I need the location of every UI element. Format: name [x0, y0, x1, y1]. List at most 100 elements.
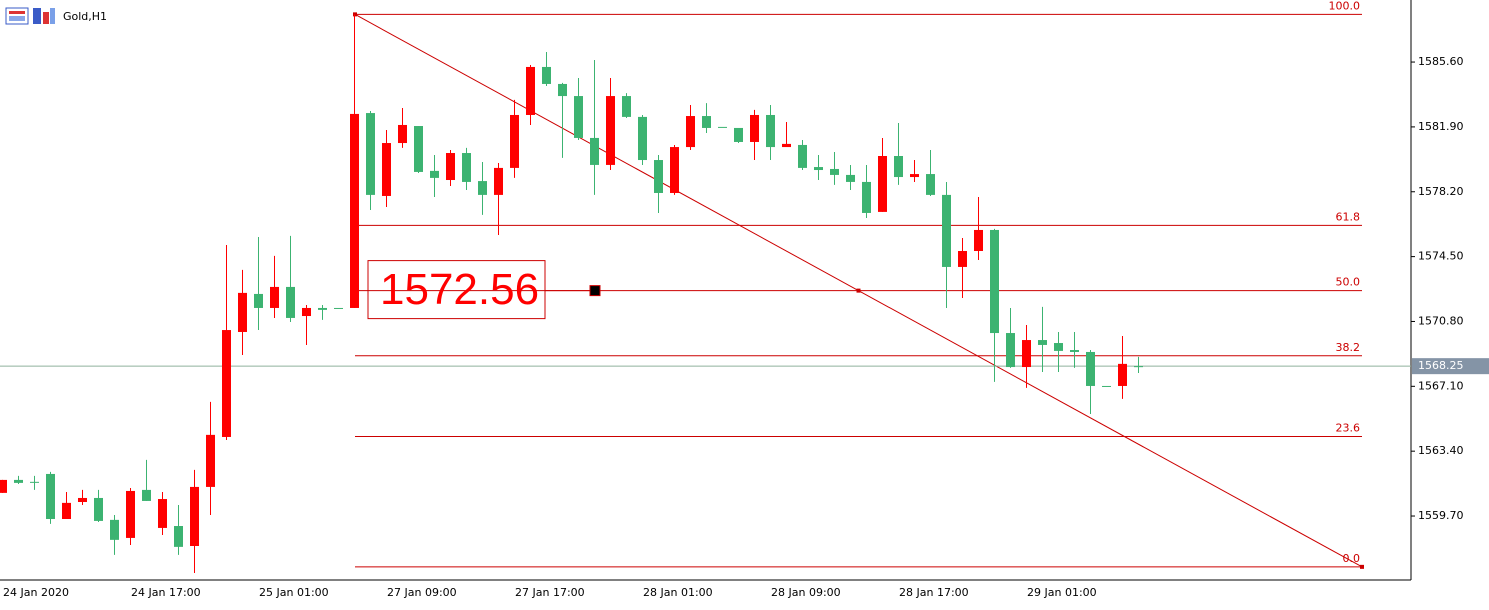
fib-anchor — [1360, 564, 1364, 569]
candle-body — [174, 526, 183, 547]
candle-body — [0, 479, 7, 493]
header-icons — [5, 7, 55, 25]
candle-body — [1134, 366, 1143, 368]
candle-body — [958, 251, 967, 267]
candle-body — [638, 116, 647, 161]
fib-anchor — [856, 288, 861, 293]
candle-body — [398, 124, 407, 144]
candle-body — [1022, 340, 1031, 368]
candle-body — [718, 126, 727, 128]
fib-level-label: 50.0 — [1336, 276, 1361, 289]
fib-level-label: 100.0 — [1329, 0, 1361, 12]
candle-body — [558, 83, 567, 97]
candle-body — [126, 490, 135, 538]
y-tick-label: 1578.20 — [1418, 185, 1464, 198]
candle-body — [206, 434, 215, 487]
candle-body — [622, 96, 631, 117]
candle-body — [190, 486, 199, 546]
candle-body — [750, 114, 759, 142]
candle-body — [526, 66, 535, 115]
candle-body — [350, 113, 359, 308]
candle-body — [926, 174, 935, 195]
price-label-marker — [589, 285, 601, 297]
candle-body — [254, 293, 263, 308]
icon-part — [9, 11, 25, 14]
price-label-box — [367, 260, 546, 320]
candle-body — [382, 143, 391, 196]
y-tick-label: 1563.40 — [1418, 444, 1464, 457]
x-tick-label: 28 Jan 09:00 — [771, 586, 841, 599]
icon-part — [9, 16, 25, 21]
candle-body — [766, 114, 775, 148]
icon-part — [50, 8, 55, 24]
candle-body — [590, 137, 599, 165]
y-tick-label: 1570.80 — [1418, 314, 1464, 327]
candle-body — [1102, 385, 1111, 387]
y-tick-label: 1567.10 — [1418, 379, 1464, 392]
icon — [33, 8, 41, 24]
price-label: 1572.56 — [380, 265, 539, 314]
x-tick-label: 25 Jan 01:00 — [259, 586, 329, 599]
y-tick-label: 1574.50 — [1418, 250, 1464, 263]
candle-body — [1118, 363, 1127, 386]
y-tick-label: 1585.60 — [1418, 55, 1464, 68]
candle-body — [878, 155, 887, 212]
candle-body — [318, 307, 327, 310]
current-price-label: 1568.25 — [1418, 359, 1464, 372]
candle-body — [910, 174, 919, 178]
candle-body — [286, 286, 295, 318]
candle-body — [238, 292, 247, 332]
chart-title: Gold,H1 — [63, 10, 107, 23]
x-tick-label: 27 Jan 17:00 — [515, 586, 585, 599]
candle-body — [46, 473, 55, 520]
candle-body — [1054, 343, 1063, 351]
candle-body — [830, 168, 839, 175]
candle-body — [334, 307, 343, 309]
fib-level-label: 38.2 — [1336, 341, 1361, 354]
candle-body — [1070, 350, 1079, 352]
candle-body — [862, 181, 871, 213]
candle-body — [494, 167, 503, 195]
candle-body — [846, 174, 855, 182]
fib-level-label: 23.6 — [1336, 421, 1361, 434]
candle-body — [654, 160, 663, 193]
candle-body — [942, 194, 951, 267]
candle-body — [142, 489, 151, 501]
candle-body — [110, 519, 119, 540]
candle-body — [446, 153, 455, 181]
x-tick-label: 27 Jan 09:00 — [387, 586, 457, 599]
candle-body — [798, 144, 807, 168]
candle-body — [686, 116, 695, 148]
fib-level-label: 0.0 — [1343, 552, 1361, 565]
candle-body — [702, 116, 711, 128]
current-price-tag — [1412, 358, 1489, 375]
candle-body — [606, 96, 615, 165]
candle-body — [478, 181, 487, 195]
candle-body — [670, 147, 679, 193]
candle-body — [366, 113, 375, 195]
candle-body — [782, 143, 791, 148]
candle-body — [430, 170, 439, 178]
x-tick-label: 24 Jan 2020 — [3, 586, 69, 599]
x-tick-label: 28 Jan 01:00 — [643, 586, 713, 599]
candle-body — [302, 307, 311, 317]
candle-body — [462, 153, 471, 182]
candle-body — [62, 502, 71, 520]
candle-body — [990, 229, 999, 334]
y-tick-label: 1581.90 — [1418, 120, 1464, 133]
candle-body — [1038, 340, 1047, 345]
x-tick-label: 28 Jan 17:00 — [899, 586, 969, 599]
candle-body — [14, 479, 23, 483]
candle-body — [414, 126, 423, 172]
candle-body — [30, 481, 39, 483]
candle-body — [814, 167, 823, 171]
candle-body — [222, 330, 231, 437]
fib-anchor — [353, 12, 357, 17]
candle-body — [510, 114, 519, 168]
x-tick-label: 29 Jan 01:00 — [1027, 586, 1097, 599]
fib-level-label: 61.8 — [1336, 210, 1361, 223]
candle-body — [270, 286, 279, 308]
candle-body — [734, 127, 743, 142]
